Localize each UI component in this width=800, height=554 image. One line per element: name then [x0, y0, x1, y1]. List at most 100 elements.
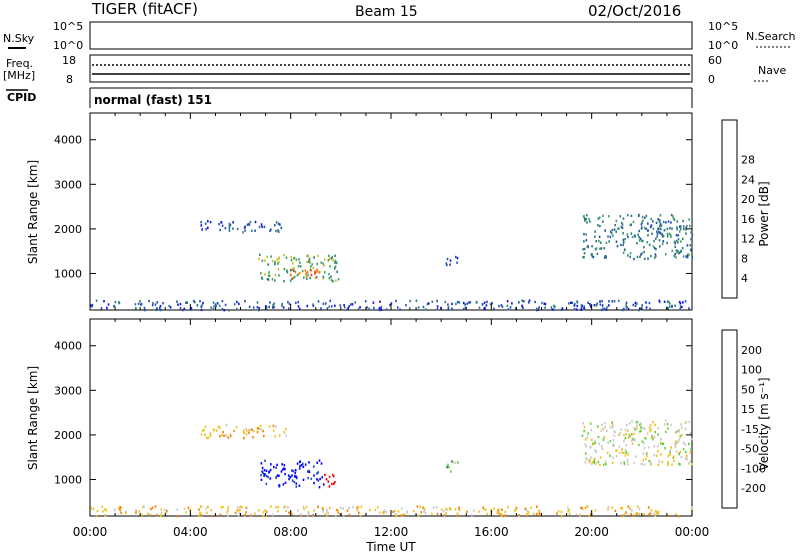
echo-cell: [196, 304, 199, 307]
echo-cell: [137, 302, 140, 305]
echo-cell: [663, 423, 666, 426]
echo-cell: [360, 505, 363, 508]
echo-cell: [591, 438, 593, 441]
echo-cell: [260, 474, 262, 477]
echo-cell: [290, 255, 292, 259]
echo-cell: [223, 434, 225, 437]
echo-cell: [299, 261, 301, 264]
echo-cell: [593, 458, 596, 461]
echo-cell: [599, 300, 601, 303]
echo-cell: [670, 235, 672, 239]
echo-cell: [690, 231, 692, 234]
echo-cell: [627, 505, 630, 508]
echo-cell: [684, 457, 687, 460]
echo-cell: [204, 222, 207, 225]
echo-cell: [299, 460, 302, 463]
echo-cell: [326, 508, 328, 512]
echo-cell: [630, 214, 633, 217]
echo-cell: [265, 469, 268, 472]
echo-cell: [310, 273, 313, 277]
echo-cell: [618, 445, 621, 448]
echo-cell: [263, 474, 265, 477]
echo-cell: [400, 514, 403, 517]
echo-cell: [573, 308, 576, 311]
echo-cell: [679, 228, 682, 231]
echo-cell: [624, 454, 627, 457]
echo-cell: [329, 265, 331, 268]
echo-cell: [644, 437, 646, 440]
echo-cell: [276, 258, 279, 261]
echo-cell: [684, 300, 687, 303]
echo-cell: [143, 505, 145, 508]
echo-cell: [283, 253, 285, 257]
echo-cell: [660, 453, 662, 456]
echo-cell: [645, 227, 647, 231]
echo-cell: [303, 507, 305, 511]
echo-cell: [643, 441, 645, 445]
echo-cell: [498, 508, 500, 511]
echo-cell: [624, 428, 627, 431]
echo-cell: [220, 221, 223, 224]
echo-cell: [583, 305, 585, 308]
echo-cell: [623, 440, 625, 443]
echo-cell: [302, 465, 305, 469]
echo-cell: [452, 461, 455, 464]
echo-cell: [378, 308, 381, 312]
echo-cell: [682, 255, 685, 258]
echo-cell: [667, 454, 670, 458]
echo-cell: [650, 436, 653, 440]
echo-cell: [622, 238, 624, 241]
echo-cell: [252, 306, 255, 309]
echo-cell: [597, 217, 600, 220]
echo-cell: [265, 482, 268, 486]
echo-cell: [585, 214, 588, 217]
echo-cell: [635, 512, 637, 515]
echo-cell: [686, 244, 689, 247]
echo-cell: [601, 299, 603, 303]
echo-cell: [304, 463, 307, 466]
echo-cell: [364, 300, 367, 303]
echo-cell: [607, 505, 610, 509]
echo-cell: [655, 254, 657, 258]
echo-cell: [274, 279, 276, 282]
echo-cell: [265, 514, 267, 518]
echo-cell: [275, 506, 277, 509]
echo-cell: [275, 425, 277, 428]
echo-cell: [643, 513, 645, 516]
echo-cell: [629, 435, 631, 438]
echo-cell: [306, 271, 309, 274]
echo-cell: [551, 308, 554, 311]
echo-cell: [359, 306, 361, 309]
echo-cell: [515, 306, 517, 310]
echo-cell: [160, 508, 163, 511]
echo-cell: [203, 428, 205, 432]
echo-cell: [674, 304, 676, 307]
echo-cell: [501, 513, 504, 516]
echo-cell: [325, 478, 328, 481]
echo-cell: [159, 304, 162, 308]
echo-cell: [678, 430, 680, 433]
echo-cell: [105, 509, 108, 512]
echo-cell: [657, 449, 659, 453]
time-tick-label: 16:00: [474, 525, 509, 539]
echo-cell: [612, 234, 614, 237]
echo-cell: [657, 427, 659, 430]
echo-cell: [670, 446, 672, 449]
echo-cell: [319, 477, 321, 481]
echo-cell: [648, 513, 650, 516]
echo-cell: [654, 256, 656, 259]
echo-cell: [660, 232, 662, 235]
echo-cell: [306, 260, 308, 264]
echo-cell: [605, 241, 608, 245]
echo-cell: [327, 254, 330, 257]
echo-cell: [666, 241, 668, 245]
echo-cell: [500, 304, 503, 307]
echo-cell: [653, 247, 656, 250]
echo-cell: [554, 305, 556, 308]
echo-cell: [535, 512, 538, 516]
echo-cell: [607, 235, 609, 238]
echo-cell: [356, 509, 359, 512]
echo-cell: [289, 269, 292, 272]
echo-cell: [538, 509, 540, 513]
echo-cell: [299, 265, 302, 268]
